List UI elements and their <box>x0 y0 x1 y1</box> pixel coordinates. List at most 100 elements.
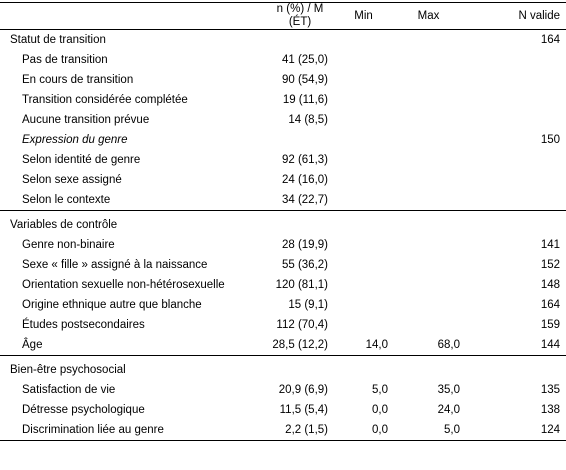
data-row: Selon le contexte 34 (22,7) <box>0 190 566 211</box>
cell <box>335 30 392 51</box>
max: 68,0 <box>437 339 460 351</box>
column-header: Min <box>335 2 392 30</box>
data-row: Pas de transition 41 (25,0) <box>0 50 566 70</box>
value: 24 (16,0) <box>281 174 328 186</box>
max <box>392 90 465 110</box>
data-table: n (%) / M (ÉT) Min Max N valide Statut d… <box>0 2 566 441</box>
n-valid: 124 <box>540 424 560 436</box>
cell <box>265 210 335 235</box>
value: 15 (9,1) <box>288 299 328 311</box>
data-row: Satisfaction de vie 20,9 (6,9) 5,0 35,0 135 <box>0 380 566 400</box>
max <box>392 130 465 150</box>
cell <box>265 355 335 380</box>
data-row: En cours de transition 90 (54,9) <box>0 70 566 90</box>
n-valid <box>465 110 566 130</box>
section-title: Variables de contrôle <box>0 210 265 235</box>
n-valid: 164 <box>540 34 560 46</box>
n-valid <box>465 170 566 190</box>
n-valid <box>465 90 566 110</box>
max <box>392 315 465 335</box>
section-row: Bien-être psychosocial <box>0 355 566 380</box>
row-label: Genre non-binaire <box>22 239 115 251</box>
n-valid <box>465 150 566 170</box>
row-label-cell: Orientation sexuelle non-hétérosexuelle <box>0 275 265 295</box>
header-row: n (%) / M (ÉT) Min Max N valide <box>0 2 566 30</box>
value: 28,5 (12,2) <box>272 339 328 351</box>
section-title: Bien-être psychosocial <box>0 355 265 380</box>
row-label-cell: Selon sexe assigné <box>0 170 265 190</box>
row-label-cell: En cours de transition <box>0 70 265 90</box>
max: 35,0 <box>437 384 460 396</box>
value: 20,9 (6,9) <box>278 384 328 396</box>
min <box>335 315 392 335</box>
n-valid: 164 <box>540 299 560 311</box>
max <box>392 150 465 170</box>
row-label-cell: Études postsecondaires <box>0 315 265 335</box>
table-body: Statut de transition 164 Pas de transition… <box>0 30 566 441</box>
data-row: Selon sexe assigné 24 (16,0) <box>0 170 566 190</box>
n-valid <box>465 210 566 235</box>
row-label: Discrimination liée au genre <box>22 424 164 436</box>
max <box>392 170 465 190</box>
row-label: Études postsecondaires <box>22 319 145 331</box>
max <box>392 70 465 90</box>
row-label-cell: Discrimination liée au genre <box>0 420 265 441</box>
min: 0,0 <box>372 404 388 416</box>
data-row: Sexe « fille » assigné à la naissance 55 … <box>0 255 566 275</box>
max <box>392 295 465 315</box>
row-label: Pas de transition <box>22 54 108 66</box>
min <box>335 70 392 90</box>
n-valid <box>465 190 566 211</box>
column-header: Max <box>392 2 465 30</box>
value: 2,2 (1,5) <box>285 424 328 436</box>
max <box>392 275 465 295</box>
row-label: Aucune transition prévue <box>22 114 150 126</box>
value: 120 (81,1) <box>275 279 328 291</box>
value: 90 (54,9) <box>281 74 328 86</box>
data-row: Expression du genre 150 <box>0 130 566 150</box>
row-label-cell: Sexe « fille » assigné à la naissance <box>0 255 265 275</box>
min <box>335 130 392 150</box>
min <box>335 275 392 295</box>
max <box>392 110 465 130</box>
min: 0,0 <box>372 424 388 436</box>
row-label-cell: Origine ethnique autre que blanche <box>0 295 265 315</box>
max <box>392 235 465 255</box>
data-row: Études postsecondaires 112 (70,4) 159 <box>0 315 566 335</box>
data-row: Selon identité de genre 92 (61,3) <box>0 150 566 170</box>
n-valid: 150 <box>540 134 560 146</box>
value: 92 (61,3) <box>281 154 328 166</box>
n-valid: 141 <box>540 239 560 251</box>
min <box>335 110 392 130</box>
section-title: Statut de transition <box>10 34 106 46</box>
min <box>335 170 392 190</box>
section-row: Statut de transition 164 <box>0 30 566 51</box>
cell <box>392 30 465 51</box>
row-label-cell: Pas de transition <box>0 50 265 70</box>
row-label-cell: Expression du genre <box>0 130 265 150</box>
value: 11,5 (5,4) <box>279 404 328 416</box>
value: 112 (70,4) <box>276 319 328 331</box>
row-label-cell: Aucune transition prévue <box>0 110 265 130</box>
row-label: Orientation sexuelle non-hétérosexuelle <box>22 279 225 291</box>
data-row: Genre non-binaire 28 (19,9) 141 <box>0 235 566 255</box>
row-label-cell: Transition considérée complétée <box>0 90 265 110</box>
min <box>335 255 392 275</box>
row-label: Origine ethnique autre que blanche <box>22 299 202 311</box>
row-label: Selon identité de genre <box>22 154 141 166</box>
n-valid: 138 <box>540 404 560 416</box>
row-label: Selon le contexte <box>22 194 111 206</box>
column-header: n (%) / M (ÉT) <box>265 2 335 30</box>
data-row: Orientation sexuelle non-hétérosexuelle 1… <box>0 275 566 295</box>
value: 55 (36,2) <box>281 259 328 271</box>
n-valid: 135 <box>540 384 560 396</box>
min <box>335 190 392 211</box>
n-valid: 144 <box>540 339 560 351</box>
cell <box>392 210 465 235</box>
row-label-cell: Âge <box>0 335 265 356</box>
min <box>335 50 392 70</box>
row-label: Détresse psychologique <box>22 404 145 416</box>
n-valid <box>465 70 566 90</box>
column-header: N valide <box>465 2 566 30</box>
